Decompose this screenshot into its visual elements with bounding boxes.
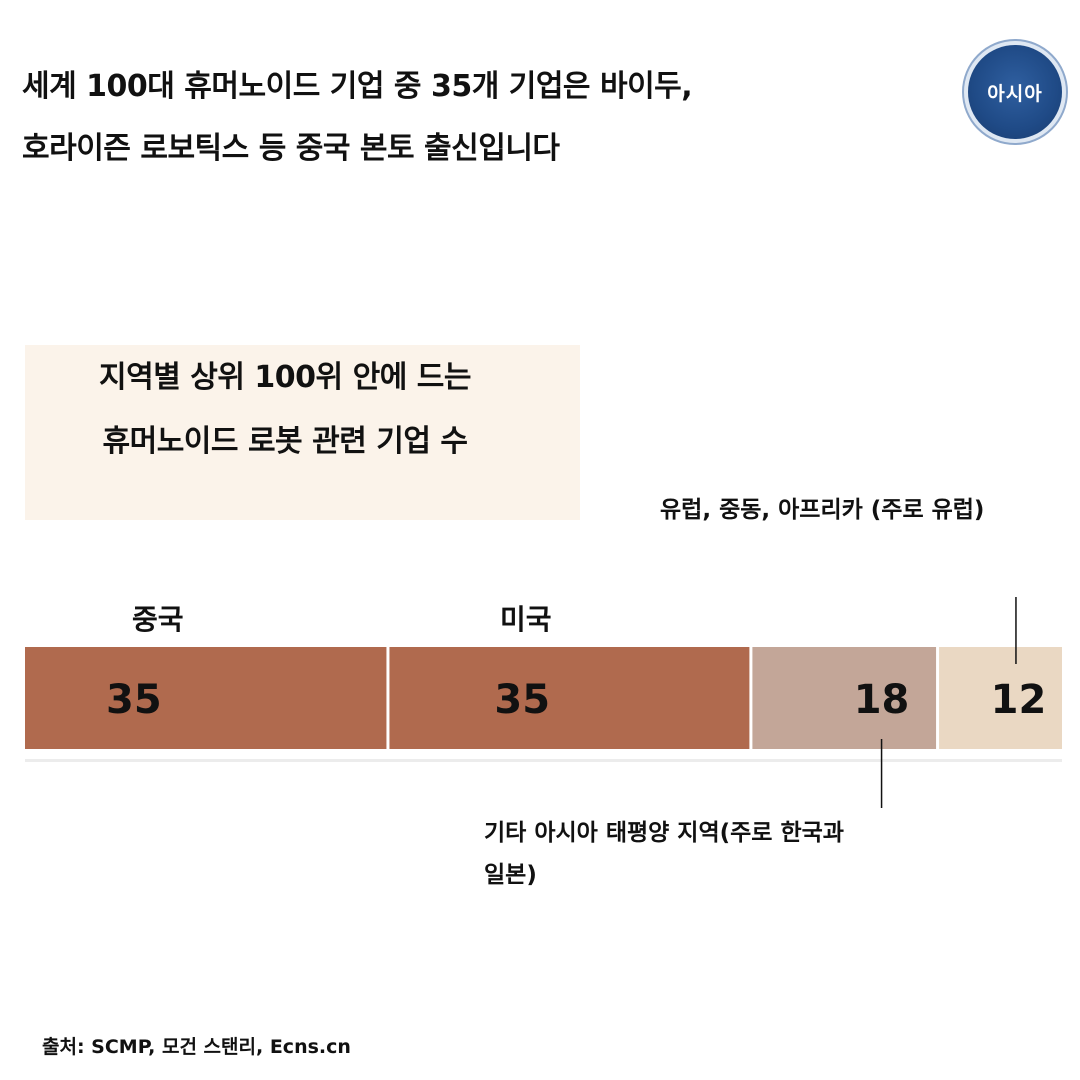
chart-title-panel (25, 345, 580, 520)
region-label-asia-pacific-line-1: 기타 아시아 태평양 지역(주로 한국과 (484, 820, 844, 846)
chart-title: 지역별 상위 100위 안에 드는 휴머노이드 로봇 관련 기업 수 (30, 346, 540, 474)
bar-segment-emea (937, 647, 1062, 749)
bar-segment-usa (387, 647, 751, 749)
region-label-asia-pacific: 기타 아시아 태평양 지역(주로 한국과 일본) (484, 812, 844, 896)
headline-line-1: 세계 100대 휴머노이드 기업 중 35개 기업은 바이두, (22, 69, 693, 104)
region-label-emea: 유럽, 중동, 아프리카 (주로 유럽) (660, 497, 985, 523)
region-label-asia-pacific-line-2: 일본) (484, 862, 537, 888)
bar-segment-china (25, 647, 388, 749)
bar-value-china: 35 (106, 677, 162, 723)
bar-group (25, 647, 1062, 762)
leader-lines (880, 597, 1017, 808)
bar-value-emea: 12 (991, 677, 1047, 723)
bar-segment-asia-pacific (750, 647, 938, 749)
headline-line-2: 호라이즌 로보틱스 등 중국 본토 출신입니다 (22, 131, 560, 166)
chart-title-line-2: 휴머노이드 로봇 관련 기업 수 (102, 424, 468, 459)
source-note: 출처: SCMP, 모건 스탠리, Ecns.cn (42, 1036, 351, 1058)
headline: 세계 100대 휴머노이드 기업 중 35개 기업은 바이두, 호라이즌 로보틱… (22, 56, 922, 180)
value-labels: 35 35 18 12 (106, 677, 1046, 723)
chart-title-line-1: 지역별 상위 100위 안에 드는 (99, 360, 471, 395)
bar-baseline (25, 759, 1062, 762)
bar-value-asia-pacific: 18 (854, 677, 910, 723)
region-label-usa: 미국 (500, 603, 552, 636)
bar-value-usa: 35 (494, 677, 550, 723)
logo-text: 아시아 (987, 82, 1043, 105)
asia-logo: 아시아 (968, 45, 1062, 139)
region-label-china: 중국 (132, 603, 184, 636)
